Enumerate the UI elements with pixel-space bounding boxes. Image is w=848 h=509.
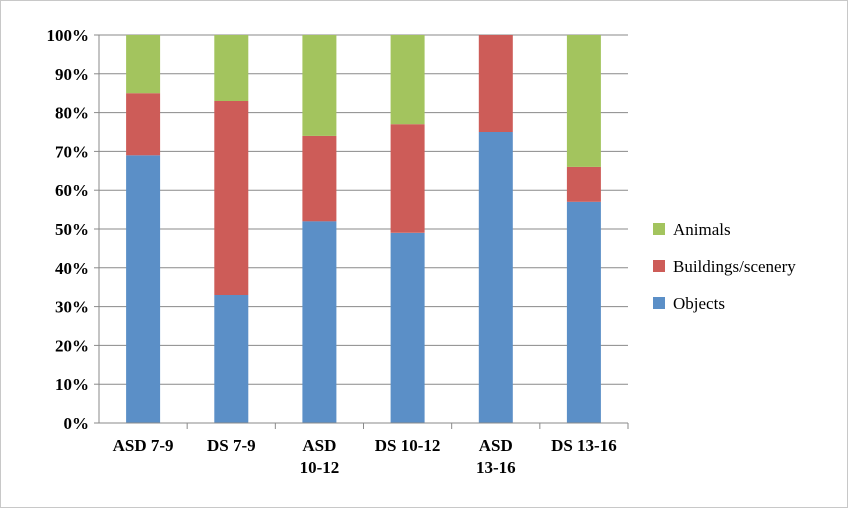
bar-animals (126, 35, 161, 94)
y-tick-label: 70% (55, 142, 89, 161)
y-tick-label: 30% (55, 298, 89, 317)
y-tick-label: 90% (55, 65, 89, 84)
gridlines (99, 34, 628, 385)
y-tick-label: 0% (64, 414, 90, 433)
x-category-label: DS 10-12 (375, 436, 441, 455)
x-category-label: ASD 13-16 (476, 436, 516, 477)
bar-objects (566, 201, 601, 423)
legend: Animals Buildings/scenery Objects (653, 220, 796, 313)
x-axis: ASD 7-9 DS 7-9 ASD 10-12 DS 10-12 ASD 13-16 DS … (94, 422, 629, 477)
bar-animals (302, 35, 337, 136)
bar-objects (478, 132, 513, 423)
bars (126, 35, 601, 424)
y-tick-label: 20% (55, 336, 89, 355)
legend-label: Buildings/scenery (673, 257, 796, 276)
x-category-label: DS 13-16 (551, 436, 617, 455)
y-tick-label: 50% (55, 220, 89, 239)
legend-swatch (653, 223, 665, 235)
bar-objects (390, 232, 425, 423)
legend-label: Animals (673, 220, 731, 239)
legend-label: Objects (673, 294, 725, 313)
legend-swatch (653, 260, 665, 272)
bar-buildings-scenery (566, 166, 601, 202)
bar-animals (390, 35, 425, 125)
bar-buildings-scenery (126, 93, 161, 156)
x-category-label: DS 7-9 (207, 436, 256, 455)
x-category-label: ASD 10-12 (300, 436, 340, 477)
bar-objects (302, 221, 337, 423)
x-category-label: ASD 7-9 (113, 436, 174, 455)
y-tick-label: 40% (55, 259, 89, 278)
bar-objects (126, 155, 161, 424)
bar-buildings-scenery (478, 35, 513, 132)
bar-buildings-scenery (302, 135, 337, 222)
legend-swatch (653, 297, 665, 309)
y-tick-label: 80% (55, 104, 89, 123)
y-axis: 0% 10% 20% 30% 40% 50% 60% 70% 80% 90% 100% (47, 26, 100, 433)
bar-buildings-scenery (390, 124, 425, 233)
bar-objects (214, 295, 249, 423)
bar-animals (566, 35, 601, 167)
y-tick-label: 10% (55, 375, 89, 394)
y-tick-label: 60% (55, 181, 89, 200)
bar-animals (214, 35, 249, 101)
bar-buildings-scenery (214, 101, 249, 295)
y-tick-label: 100% (47, 26, 90, 45)
